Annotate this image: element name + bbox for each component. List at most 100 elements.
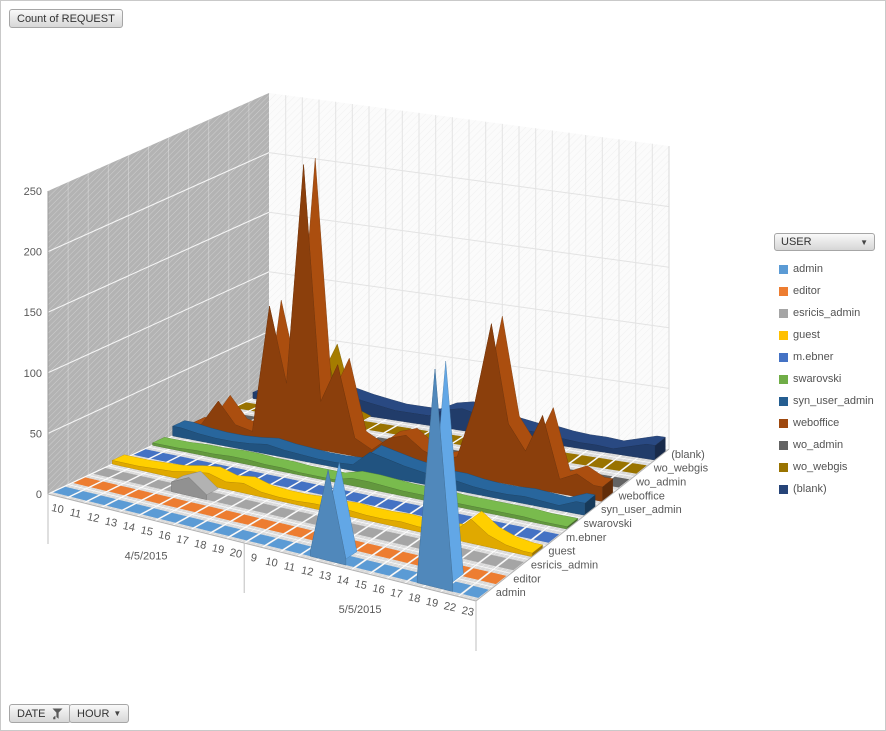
svg-text:wo_admin: wo_admin <box>635 477 686 489</box>
legend-item-label: syn_user_admin <box>793 395 874 407</box>
legend-item-label: wo_webgis <box>793 461 848 473</box>
svg-text:11: 11 <box>69 507 83 521</box>
svg-text:10: 10 <box>264 556 278 570</box>
legend-item-label: weboffice <box>793 417 840 429</box>
legend-item[interactable]: guest <box>774 324 882 346</box>
legend-swatch <box>779 418 788 428</box>
legend-field-button[interactable]: USER ▼ <box>774 233 875 251</box>
date-group-labels: 4/5/2015 5/5/2015 <box>125 551 382 617</box>
svg-text:esricis_admin: esricis_admin <box>531 560 598 572</box>
legend-item-label: editor <box>793 285 821 297</box>
svg-text:5/5/2015: 5/5/2015 <box>339 604 382 616</box>
svg-text:wo_webgis: wo_webgis <box>653 463 709 475</box>
date-field-label: DATE <box>17 707 46 720</box>
svg-text:11: 11 <box>283 560 297 574</box>
svg-text:syn_user_admin: syn_user_admin <box>601 504 682 516</box>
legend-swatch <box>779 352 788 362</box>
legend-swatch <box>779 484 788 494</box>
svg-text:17: 17 <box>175 533 189 547</box>
svg-text:14: 14 <box>122 520 136 534</box>
legend-item[interactable]: admin <box>774 258 882 280</box>
legend-item-label: m.ebner <box>793 351 834 363</box>
hour-field-button[interactable]: HOUR ▼ <box>69 704 130 723</box>
legend-swatch <box>779 308 788 318</box>
value-axis-labels: 0 50 100 150 200 250 <box>24 186 42 501</box>
legend-swatch <box>779 330 788 340</box>
legend-item[interactable]: wo_admin <box>774 434 882 456</box>
svg-text:16: 16 <box>371 582 385 596</box>
svg-text:19: 19 <box>211 542 225 556</box>
filter-active-icon <box>50 708 63 720</box>
legend-item[interactable]: syn_user_admin <box>774 390 882 412</box>
legend-item[interactable]: swarovski <box>774 368 882 390</box>
svg-text:19: 19 <box>425 596 439 610</box>
dropdown-arrow-icon: ▼ <box>113 708 122 718</box>
legend-item[interactable]: m.ebner <box>774 346 882 368</box>
svg-text:13: 13 <box>318 569 332 583</box>
svg-text:23: 23 <box>460 605 474 619</box>
category-axis-labels: 10 11 12 13 14 15 16 17 18 19 20 9 10 11 12 13 14 15 16 17 1… <box>50 502 475 619</box>
svg-text:(blank): (blank) <box>671 449 705 461</box>
svg-text:100: 100 <box>24 368 42 380</box>
dropdown-arrow-icon: ▼ <box>860 237 868 247</box>
legend-item-label: swarovski <box>793 373 842 385</box>
legend-swatch <box>779 264 788 274</box>
left-wall-gridlines <box>47 101 270 485</box>
svg-text:10: 10 <box>50 502 64 516</box>
category-separators <box>47 494 477 651</box>
legend-item[interactable]: editor <box>774 280 882 302</box>
svg-text:14: 14 <box>336 574 350 588</box>
legend-swatch <box>779 462 788 472</box>
svg-text:12: 12 <box>86 511 100 525</box>
date-field-button[interactable]: DATE <box>9 704 71 723</box>
series-ribbon-admin <box>53 360 489 598</box>
svg-text:50: 50 <box>30 428 42 440</box>
svg-text:150: 150 <box>24 307 42 319</box>
svg-text:17: 17 <box>389 587 403 601</box>
legend-swatch <box>779 396 788 406</box>
legend-item-label: wo_admin <box>793 439 844 451</box>
legend-item-label: (blank) <box>793 483 827 495</box>
legend-item-label: admin <box>793 263 823 275</box>
svg-text:weboffice: weboffice <box>618 490 665 502</box>
svg-text:250: 250 <box>24 186 42 198</box>
svg-text:22: 22 <box>443 600 457 614</box>
plot-edges <box>47 146 670 602</box>
legend-item-label: guest <box>793 329 820 341</box>
svg-text:20: 20 <box>229 547 243 561</box>
svg-text:4/5/2015: 4/5/2015 <box>125 551 168 563</box>
svg-text:admin: admin <box>496 587 526 599</box>
legend-field-label: USER <box>781 236 812 248</box>
svg-text:9: 9 <box>249 552 257 565</box>
legend-swatch <box>779 374 788 384</box>
svg-text:13: 13 <box>104 516 118 530</box>
svg-text:0: 0 <box>36 489 42 501</box>
left-wall <box>48 93 269 494</box>
svg-text:m.ebner: m.ebner <box>566 532 607 544</box>
svg-text:swarovski: swarovski <box>584 518 632 530</box>
legend-swatch <box>779 440 788 450</box>
legend-item[interactable]: (blank) <box>774 478 882 500</box>
svg-text:18: 18 <box>193 538 207 552</box>
svg-text:15: 15 <box>353 578 367 592</box>
hour-field-label: HOUR <box>77 707 110 720</box>
value-field-label: Count of REQUEST <box>17 12 115 25</box>
svg-text:18: 18 <box>407 591 421 605</box>
svg-text:200: 200 <box>24 247 42 259</box>
legend-item[interactable]: wo_webgis <box>774 456 882 478</box>
svg-text:guest: guest <box>548 546 575 558</box>
series-ribbon-syn_user_admin <box>171 420 596 516</box>
legend-item-label: esricis_admin <box>793 307 861 319</box>
legend-item[interactable]: esricis_admin <box>774 302 882 324</box>
legend-item[interactable]: weboffice <box>774 412 882 434</box>
svg-text:12: 12 <box>300 565 314 579</box>
svg-text:16: 16 <box>157 529 171 543</box>
value-field-button[interactable]: Count of REQUEST <box>9 9 123 28</box>
svg-text:editor: editor <box>513 573 541 585</box>
